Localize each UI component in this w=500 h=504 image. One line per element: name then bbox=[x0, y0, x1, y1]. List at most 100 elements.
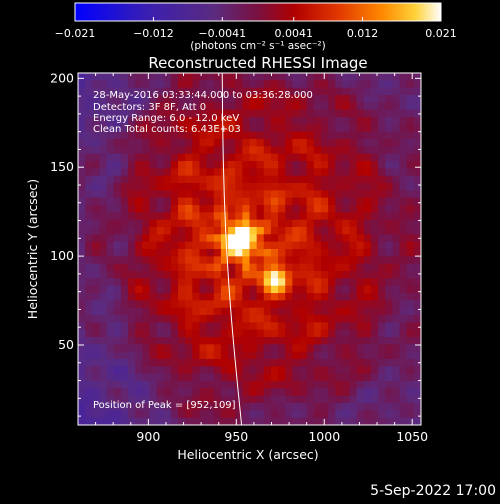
heatmap-cell bbox=[235, 87, 243, 96]
heatmap-cell bbox=[78, 131, 86, 140]
heatmap-cell bbox=[192, 241, 200, 250]
heatmap-cell bbox=[356, 263, 365, 272]
heatmap-cell bbox=[206, 131, 215, 140]
heatmap-cell bbox=[228, 263, 236, 272]
heatmap-cell bbox=[192, 95, 200, 103]
heatmap-cell bbox=[92, 410, 100, 419]
heatmap-cell bbox=[335, 249, 343, 257]
heatmap-cell bbox=[256, 403, 265, 411]
heatmap-cell bbox=[370, 190, 379, 199]
heatmap-cell bbox=[135, 175, 143, 184]
heatmap-cell bbox=[292, 153, 300, 162]
heatmap-cell bbox=[178, 300, 186, 309]
heatmap-cell bbox=[413, 131, 421, 140]
heatmap-cell bbox=[120, 256, 129, 265]
heatmap-cell bbox=[92, 124, 100, 133]
heatmap-cell bbox=[342, 95, 350, 103]
heatmap-cell bbox=[78, 146, 86, 155]
heatmap-cell bbox=[256, 219, 265, 228]
heatmap-cell bbox=[135, 87, 143, 96]
heatmap-cell bbox=[249, 366, 258, 375]
heatmap-cell bbox=[242, 87, 250, 96]
heatmap-cell bbox=[113, 219, 122, 228]
heatmap-cell bbox=[149, 161, 158, 169]
heatmap-cell bbox=[242, 124, 250, 133]
heatmap-cell bbox=[406, 285, 415, 294]
heatmap-cell bbox=[78, 175, 86, 184]
heatmap-cell bbox=[78, 205, 86, 213]
heatmap-cell bbox=[278, 175, 286, 184]
heatmap-cell bbox=[220, 109, 229, 118]
heatmap-cell bbox=[228, 373, 236, 382]
heatmap-cell bbox=[270, 153, 279, 162]
heatmap-cell bbox=[128, 278, 136, 287]
heatmap-cell bbox=[192, 109, 200, 118]
heatmap-cell bbox=[92, 205, 100, 213]
heatmap-cell bbox=[135, 102, 143, 111]
heatmap-cell bbox=[78, 219, 86, 228]
heatmap-cell bbox=[392, 315, 400, 323]
heatmap-cell bbox=[170, 344, 179, 353]
heatmap-cell bbox=[106, 95, 115, 103]
heatmap-cell bbox=[263, 410, 272, 419]
heatmap-cell bbox=[249, 293, 258, 301]
heatmap-cell bbox=[170, 131, 179, 140]
heatmap-cell bbox=[106, 227, 115, 235]
heatmap-cell bbox=[263, 197, 272, 206]
heatmap-cell bbox=[399, 95, 408, 103]
heatmap-cell bbox=[178, 146, 186, 155]
heatmap-cell bbox=[299, 300, 308, 309]
heatmap-cell bbox=[385, 205, 393, 213]
heatmap-cell bbox=[313, 417, 322, 425]
heatmap-cell bbox=[206, 329, 215, 338]
heatmap-cell bbox=[378, 227, 386, 235]
heatmap-cell bbox=[163, 153, 172, 162]
heatmap-cell bbox=[156, 344, 165, 353]
heatmap-cell bbox=[299, 359, 308, 367]
heatmap-cell bbox=[270, 190, 279, 199]
heatmap-cell bbox=[128, 95, 136, 103]
heatmap-cell bbox=[378, 205, 386, 213]
heatmap-cell bbox=[292, 227, 300, 235]
heatmap-cell bbox=[385, 212, 393, 221]
heatmap-cell bbox=[399, 219, 408, 228]
heatmap-cell bbox=[385, 278, 393, 287]
heatmap-cell bbox=[120, 124, 129, 133]
heatmap-cell bbox=[378, 161, 386, 169]
heatmap-cell bbox=[92, 388, 100, 397]
heatmap-cell bbox=[249, 351, 258, 360]
heatmap-cell bbox=[270, 307, 279, 316]
heatmap-cell bbox=[249, 139, 258, 147]
heatmap-cell bbox=[206, 271, 215, 279]
heatmap-cell bbox=[263, 168, 272, 177]
heatmap-cell bbox=[263, 227, 272, 235]
heatmap-cell bbox=[270, 80, 279, 89]
heatmap-cell bbox=[106, 388, 115, 397]
heatmap-cell bbox=[228, 300, 236, 309]
heatmap-cell bbox=[342, 146, 350, 155]
heatmap-cell bbox=[199, 285, 208, 294]
heatmap-cell bbox=[313, 278, 322, 287]
heatmap-cell bbox=[328, 153, 336, 162]
heatmap-cell bbox=[213, 329, 222, 338]
heatmap-cell bbox=[228, 153, 236, 162]
heatmap-cell bbox=[128, 183, 136, 191]
heatmap-cell bbox=[406, 373, 415, 382]
heatmap-cell bbox=[370, 307, 379, 316]
heatmap-cell bbox=[242, 417, 250, 425]
heatmap-cell bbox=[399, 146, 408, 155]
heatmap-cell bbox=[342, 190, 350, 199]
heatmap-cell bbox=[178, 388, 186, 397]
heatmap-cell bbox=[299, 249, 308, 257]
heatmap-cell bbox=[163, 197, 172, 206]
heatmap-cell bbox=[285, 227, 293, 235]
heatmap-cell bbox=[120, 337, 129, 345]
heatmap-cell bbox=[356, 322, 365, 331]
heatmap-cell bbox=[92, 139, 100, 147]
heatmap-cell bbox=[392, 285, 400, 294]
heatmap-cell bbox=[385, 300, 393, 309]
heatmap-cell bbox=[128, 109, 136, 118]
heatmap-cell bbox=[156, 73, 165, 81]
heatmap-cell bbox=[413, 351, 421, 360]
heatmap-cell bbox=[149, 293, 158, 301]
